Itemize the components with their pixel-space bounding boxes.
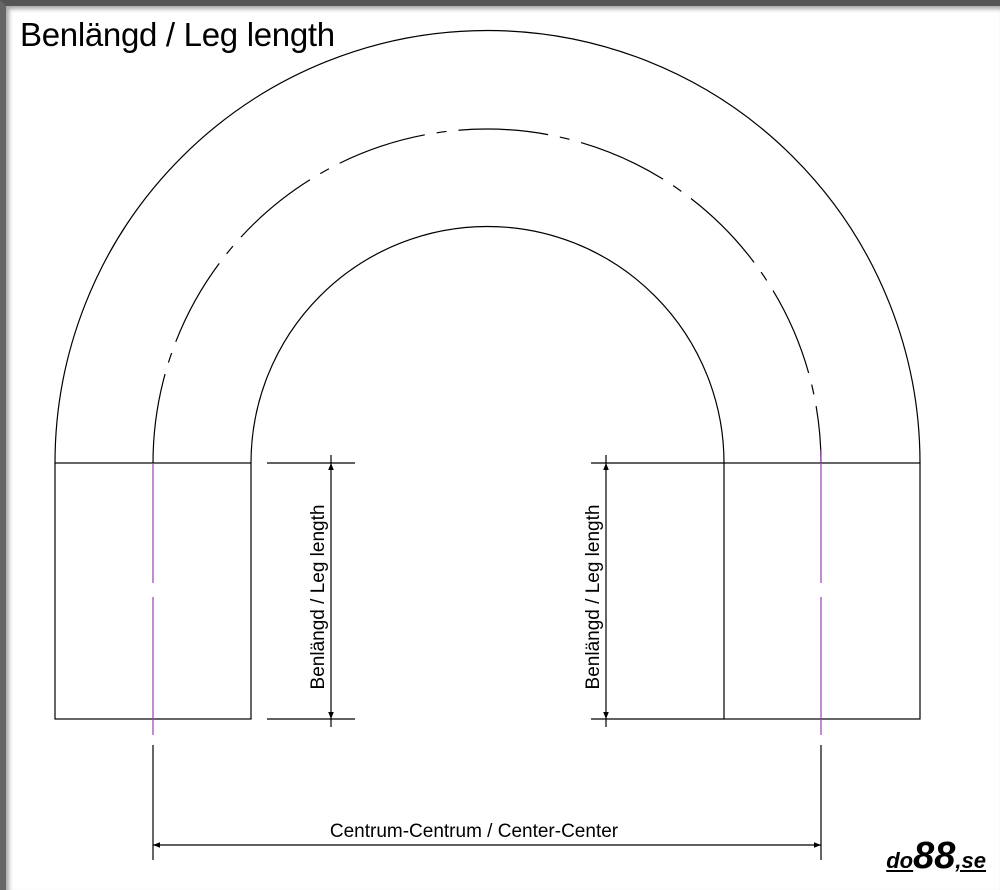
center-center-label: Centrum-Centrum / Center-Center xyxy=(330,821,619,842)
diagram-title: Benlängd / Leg length xyxy=(20,16,335,53)
right-leg xyxy=(723,462,921,720)
outer-arc xyxy=(54,29,921,464)
leg-length-label-left: Benlängd / Leg length xyxy=(308,505,329,690)
do88-logo: do88,se xyxy=(886,835,986,877)
centerline-arc xyxy=(152,128,822,464)
inner-arc xyxy=(250,225,725,464)
leg-length-label-right: Benlängd / Leg length xyxy=(583,505,604,690)
